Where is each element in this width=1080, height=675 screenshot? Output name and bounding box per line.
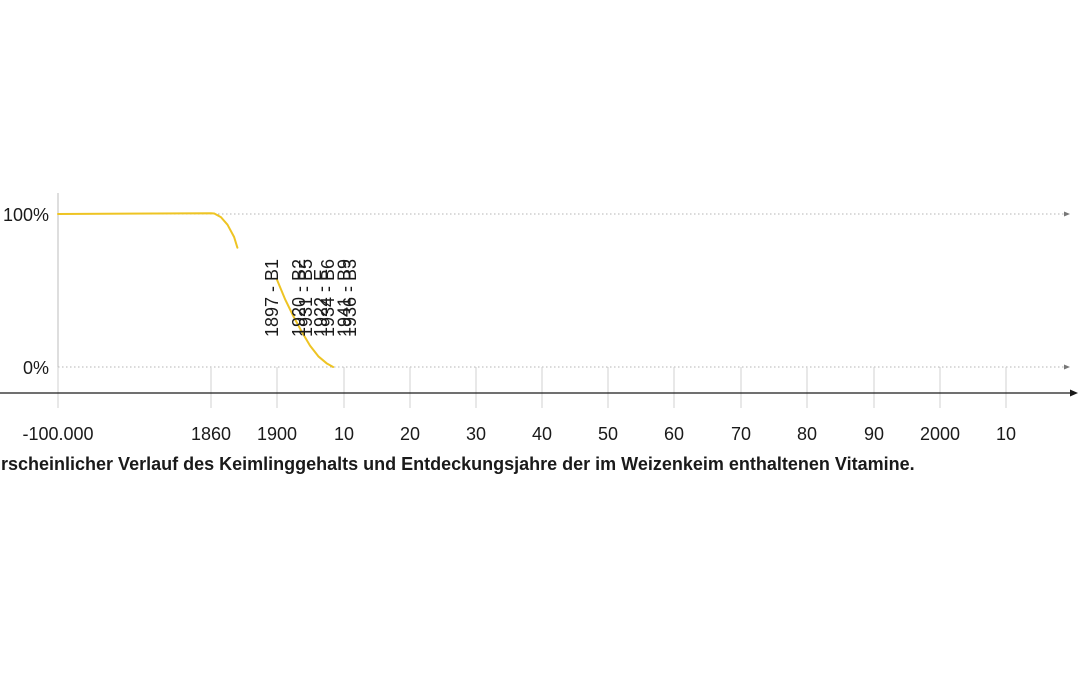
y-tick-label: 0%	[23, 358, 49, 378]
x-tick-label: 70	[731, 424, 751, 444]
grid-layer	[57, 211, 1070, 408]
x-tick-label: 20	[400, 424, 420, 444]
y-tick-label: 100%	[3, 205, 49, 225]
vitamin-label: 1934 - B6	[318, 259, 338, 337]
series-line-segment	[57, 212, 239, 249]
vitamin-label: 1922 - E	[311, 269, 331, 337]
vitamin-label: 1920 - B2	[289, 259, 309, 337]
x-tick-label: 60	[664, 424, 684, 444]
x-tick-label: 10	[334, 424, 354, 444]
x-tick-label: 1860	[191, 424, 231, 444]
x-tick-label: 40	[532, 424, 552, 444]
label-layer: 100% 0% -100.000 1860 1900 10 20 30 40 50 60 70 80 90…	[3, 205, 1016, 444]
series-layer	[57, 212, 335, 368]
vitamin-label: 1931 - B5	[296, 259, 316, 337]
x-tick-label: 30	[466, 424, 486, 444]
x-tick-label: 50	[598, 424, 618, 444]
x-axis-arrow	[1070, 389, 1078, 397]
vitamin-label: 1897 - B1	[262, 259, 282, 337]
chart-caption: rscheinlicher Verlauf des Keimlinggehalt…	[1, 454, 915, 474]
vitamin-label: 1936 - B3	[340, 259, 360, 337]
gridline-arrow	[1064, 211, 1070, 217]
vitamin-label: 1941 - B9	[335, 259, 355, 337]
x-tick-label: 2000	[920, 424, 960, 444]
axis-layer	[0, 193, 1078, 397]
x-tick-label: 80	[797, 424, 817, 444]
x-tick-label: 90	[864, 424, 884, 444]
x-tick-label: 10	[996, 424, 1016, 444]
x-tick-label: -100.000	[22, 424, 93, 444]
x-tick-label: 1900	[257, 424, 297, 444]
series-line-segment	[276, 278, 335, 368]
gridline-arrow	[1064, 364, 1070, 370]
